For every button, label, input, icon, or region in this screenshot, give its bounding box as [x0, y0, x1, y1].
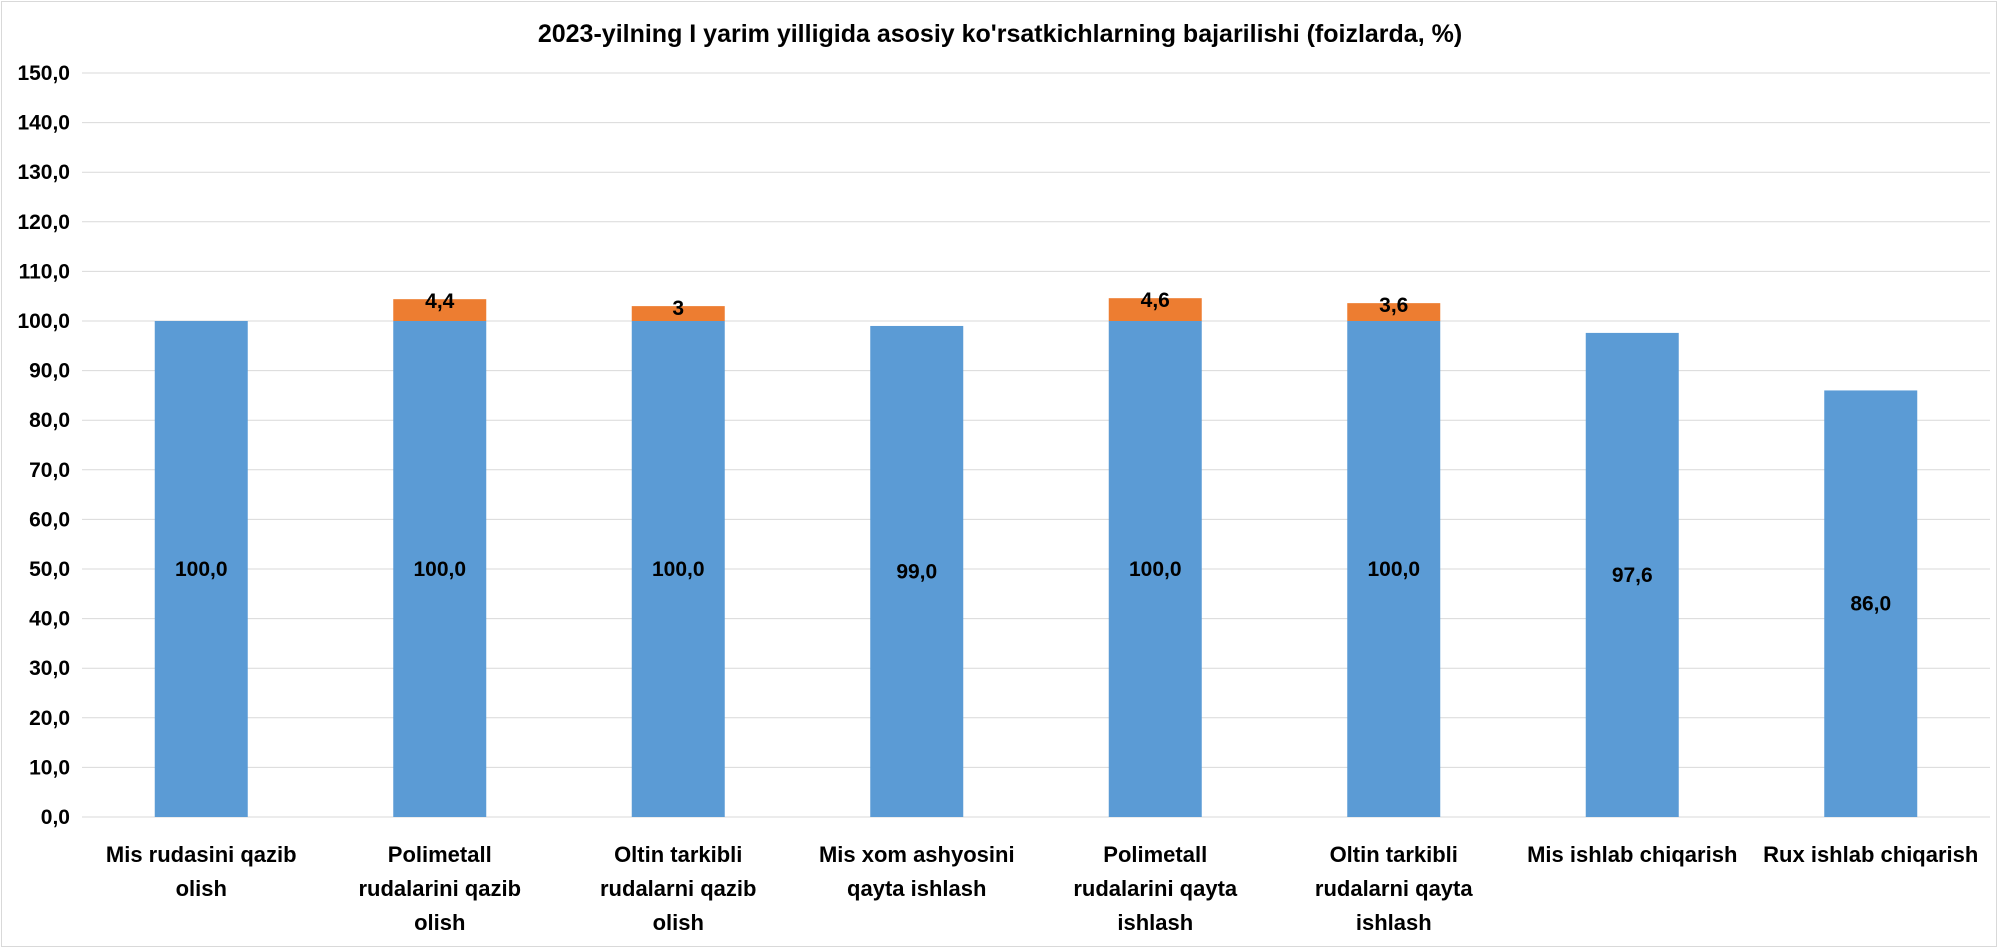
x-category-label: rudalarni qayta: [1315, 876, 1473, 901]
data-label: 97,6: [1612, 564, 1653, 587]
x-category-label: ishlash: [1356, 910, 1432, 935]
chart-title: 2023-yilning I yarim yilligida asosiy ko…: [538, 20, 1462, 48]
y-tick-label: 0,0: [41, 806, 70, 829]
x-category-label: Oltin tarkibli: [614, 842, 742, 867]
y-tick-label: 80,0: [29, 409, 70, 432]
bar-segment: [870, 325, 964, 817]
x-category-label: Polimetall: [1103, 842, 1207, 867]
y-tick-label: 150,0: [17, 62, 70, 85]
data-label: 3,6: [1379, 294, 1408, 317]
y-tick-label: 100,0: [17, 310, 70, 333]
x-category-label: rudalarni qazib: [600, 876, 756, 901]
x-category-label: olish: [176, 876, 227, 901]
y-tick-label: 120,0: [17, 211, 70, 234]
x-category-label: Mis ishlab chiqarish: [1527, 842, 1737, 867]
bar-segment: [1108, 298, 1202, 321]
bar-segment: [1347, 303, 1441, 321]
data-label: 100,0: [175, 558, 228, 581]
x-category-label: Mis rudasini qazib: [106, 842, 297, 867]
y-tick-label: 110,0: [19, 260, 70, 283]
data-label: 99,0: [896, 560, 937, 583]
x-category-label: rudalarini qazib: [358, 876, 521, 901]
data-label: 3: [672, 297, 684, 320]
bar-segment: [1585, 332, 1679, 817]
bar-segment: [631, 321, 725, 817]
data-label: 4,4: [425, 290, 455, 313]
x-category-label: Rux ishlab chiqarish: [1763, 842, 1978, 867]
bar-segment: [1824, 390, 1918, 817]
bar-segment: [393, 321, 487, 817]
data-label: 100,0: [413, 558, 466, 581]
y-tick-label: 130,0: [17, 161, 70, 184]
data-label: 4,6: [1141, 289, 1170, 312]
x-category-label: Mis xom ashyosini: [819, 842, 1015, 867]
x-category-label: Oltin tarkibli: [1330, 842, 1458, 867]
data-label: 100,0: [1129, 558, 1182, 581]
y-tick-label: 90,0: [29, 360, 70, 383]
y-tick-label: 30,0: [29, 657, 70, 680]
bar-segment: [631, 306, 725, 321]
bar-segment: [154, 321, 248, 817]
x-category-label: ishlash: [1117, 910, 1193, 935]
data-label: 100,0: [652, 558, 705, 581]
y-tick-label: 20,0: [29, 707, 70, 730]
y-tick-label: 10,0: [29, 756, 70, 779]
y-tick-label: 60,0: [29, 508, 70, 531]
x-category-label: Polimetall: [388, 842, 492, 867]
y-tick-label: 40,0: [29, 608, 70, 631]
x-category-label: olish: [653, 910, 704, 935]
x-category-label: olish: [414, 910, 465, 935]
x-category-label: qayta ishlash: [847, 876, 986, 901]
bar-segment: [393, 299, 487, 321]
bar-segment: [1347, 321, 1441, 817]
data-label: 86,0: [1850, 593, 1891, 616]
x-category-label: rudalarini qayta: [1073, 876, 1238, 901]
y-tick-label: 140,0: [17, 112, 70, 135]
data-label: 100,0: [1367, 558, 1420, 581]
bar-segment: [1108, 321, 1202, 817]
y-tick-label: 70,0: [29, 459, 70, 482]
y-tick-label: 50,0: [29, 558, 70, 581]
